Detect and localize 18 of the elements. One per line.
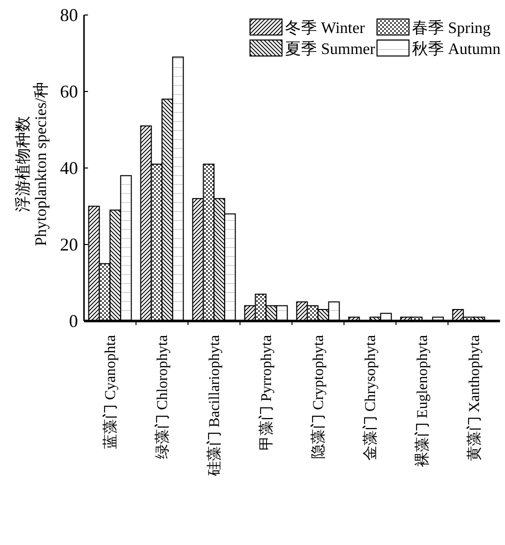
y-axis-title: 浮游植物种数 Phytoplankton species/种 xyxy=(14,82,50,246)
legend-label: 春季 Spring xyxy=(412,19,491,37)
x-tick-label: 黄藻门 Xanthophyta xyxy=(466,334,483,462)
x-tick-label: 甲藻门 Pyrrophyta xyxy=(258,334,275,450)
y-tick-label: 20 xyxy=(60,234,78,254)
x-tick-label: 裸藻门 Euglenophyta xyxy=(414,334,431,468)
legend-label: 秋季 Autumn xyxy=(412,40,500,58)
x-tick-label: 硅藻门 Bacillariophyta xyxy=(206,334,223,478)
y-tick-label: 60 xyxy=(60,82,78,102)
x-tick-label: 蓝藻门 Cyanophta xyxy=(102,334,119,449)
x-tick-label: 隐藻门 Cryptophyta xyxy=(310,334,327,459)
x-tick-label: 金藻门 Chrysophyta xyxy=(362,334,379,460)
y-tick-label: 40 xyxy=(60,158,78,178)
legend-label: 夏季 Summer xyxy=(285,40,376,58)
y-tick-label: 0 xyxy=(69,311,78,331)
y-tick-label: 80 xyxy=(60,5,78,25)
legend-label: 冬季 Winter xyxy=(285,19,366,37)
x-tick-label: 绿藻门 Chlorophyta xyxy=(154,334,171,459)
